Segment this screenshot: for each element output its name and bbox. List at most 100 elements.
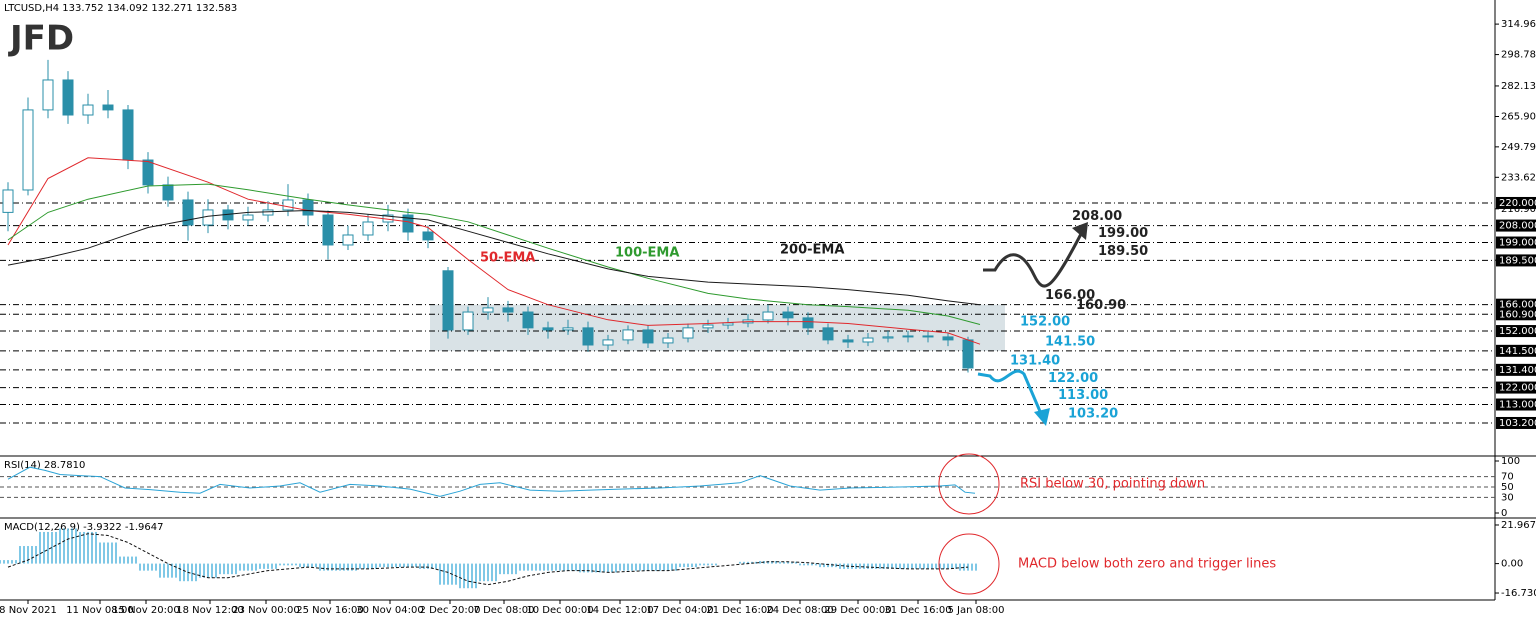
level-axis-label: 113.000 — [1499, 400, 1536, 411]
candle-body — [922, 335, 934, 338]
candle-body — [162, 184, 174, 201]
logo: JFD — [8, 19, 74, 59]
level-label-box — [1496, 254, 1536, 267]
candle-body — [582, 327, 594, 346]
candle-body — [62, 79, 74, 116]
rsi-line — [7, 466, 976, 497]
candle-body — [962, 339, 974, 369]
candle-body — [102, 104, 114, 111]
y-tick-label: 21.9671 — [1501, 520, 1536, 531]
candle-body — [642, 329, 654, 344]
level-axis-label: 199.000 — [1499, 238, 1536, 249]
y-tick-label: 100 — [1501, 456, 1520, 467]
level-annotation: 131.40 — [1010, 353, 1060, 368]
panel-title: MACD(12,26,9) -3.9322 -1.9647 — [4, 522, 164, 533]
level-axis-label: 131.400 — [1499, 365, 1536, 376]
x-tick-label: 18 Nov 12:00 — [176, 605, 243, 616]
x-tick-label: 17 Dec 04:00 — [646, 605, 713, 616]
y-tick-label: 50 — [1501, 482, 1514, 493]
level-axis-label: 166.000 — [1499, 300, 1536, 311]
y-tick-label: 314.960 — [1501, 19, 1536, 30]
level-label-box — [1496, 236, 1536, 249]
level-annotation: 113.00 — [1058, 388, 1108, 403]
level-axis-label: 208.000 — [1499, 221, 1536, 232]
panel-title: RSI(14) 28.7810 — [4, 460, 85, 471]
y-tick-label: 0.00 — [1501, 559, 1523, 570]
x-tick-label: 24 Dec 08:00 — [766, 605, 833, 616]
macd-signal-line — [7, 533, 969, 586]
rsi-annotation: RSI below 30, pointing down — [1020, 477, 1205, 492]
candle-body — [722, 322, 734, 326]
level-annotation: 160.90 — [1076, 298, 1126, 313]
candle-body — [802, 317, 814, 329]
y-tick-label: 282.130 — [1501, 81, 1536, 92]
x-tick-label: 15 Nov 20:00 — [112, 605, 179, 616]
candle-body — [862, 337, 874, 343]
x-tick-label: 7 Dec 08:00 — [474, 605, 535, 616]
ema-line — [7, 209, 981, 306]
plot-layer: 314.960 298.780 282.130 265.900 249.790 233.6… — [0, 19, 1536, 616]
candle-body — [462, 311, 474, 331]
candle-body — [122, 109, 134, 161]
candle-body — [82, 104, 94, 116]
x-tick-label: 10 Dec 00:00 — [526, 605, 593, 616]
level-label-box — [1496, 196, 1536, 209]
bearish-path-arrow — [977, 369, 1044, 417]
x-tick-label: 23 Nov 00:00 — [232, 605, 299, 616]
candle-body — [842, 339, 854, 343]
y-tick-label: 0 — [1501, 508, 1507, 519]
candle-body — [362, 221, 374, 236]
y-tick-label: 233.620 — [1501, 172, 1536, 183]
y-tick-label: 70 — [1501, 472, 1514, 483]
candle-body — [682, 327, 694, 339]
level-label-box — [1496, 308, 1536, 321]
candle-body — [702, 324, 714, 329]
x-tick-label: 29 Dec 00:00 — [824, 605, 891, 616]
x-tick-label: 2 Dec 20:00 — [420, 605, 481, 616]
ema-label: 50-EMA — [480, 251, 535, 266]
y-tick-label: 216.900 — [1501, 204, 1536, 215]
candle-body — [302, 199, 314, 216]
candle-body — [562, 327, 574, 331]
y-tick-label: 298.780 — [1501, 50, 1536, 61]
x-tick-label: 25 Nov 16:00 — [296, 605, 363, 616]
y-tick-label: 30 — [1501, 492, 1514, 503]
x-tick-label: 21 Dec 16:00 — [706, 605, 773, 616]
candle-body — [482, 307, 494, 313]
x-tick-label: 30 Nov 04:00 — [356, 605, 423, 616]
level-label-box — [1496, 363, 1536, 376]
candle-body — [602, 339, 614, 346]
level-axis-label: 220.000 — [1499, 198, 1536, 209]
candle-body — [422, 231, 434, 241]
arrow-head — [1072, 222, 1088, 240]
level-axis-label: 160.900 — [1499, 309, 1536, 320]
level-label-box — [1496, 219, 1536, 232]
level-axis-label: 189.500 — [1499, 255, 1536, 266]
candle-body — [882, 336, 894, 339]
candle-body — [342, 234, 354, 246]
ema-line — [7, 157, 981, 345]
level-axis-label: 152.000 — [1499, 326, 1536, 337]
level-axis-label: 141.500 — [1499, 346, 1536, 357]
candle-body — [242, 214, 254, 221]
level-label-box — [1496, 416, 1536, 429]
y-tick-label: 265.900 — [1501, 112, 1536, 123]
arrow-head — [1034, 408, 1050, 426]
candle-body — [42, 79, 54, 111]
level-annotation: 152.00 — [1020, 315, 1070, 330]
x-tick-label: 14 Dec 12:00 — [586, 605, 653, 616]
ema-line — [7, 183, 981, 325]
level-annotation: 208.00 — [1072, 209, 1122, 224]
level-label-box — [1496, 344, 1536, 357]
level-axis-label: 122.000 — [1499, 383, 1536, 394]
symbol-line: LTCUSD,H4 133.752 134.092 132.271 132.58… — [4, 3, 237, 14]
y-tick-label: 249.790 — [1501, 142, 1536, 153]
level-annotation: 103.20 — [1068, 406, 1118, 421]
candle-body — [322, 214, 334, 246]
candle-body — [282, 199, 294, 211]
level-label-box — [1496, 298, 1536, 311]
level-annotation: 199.00 — [1098, 226, 1148, 241]
candle-body — [662, 337, 674, 344]
level-annotation: 189.50 — [1098, 244, 1148, 259]
candle-body — [762, 311, 774, 321]
